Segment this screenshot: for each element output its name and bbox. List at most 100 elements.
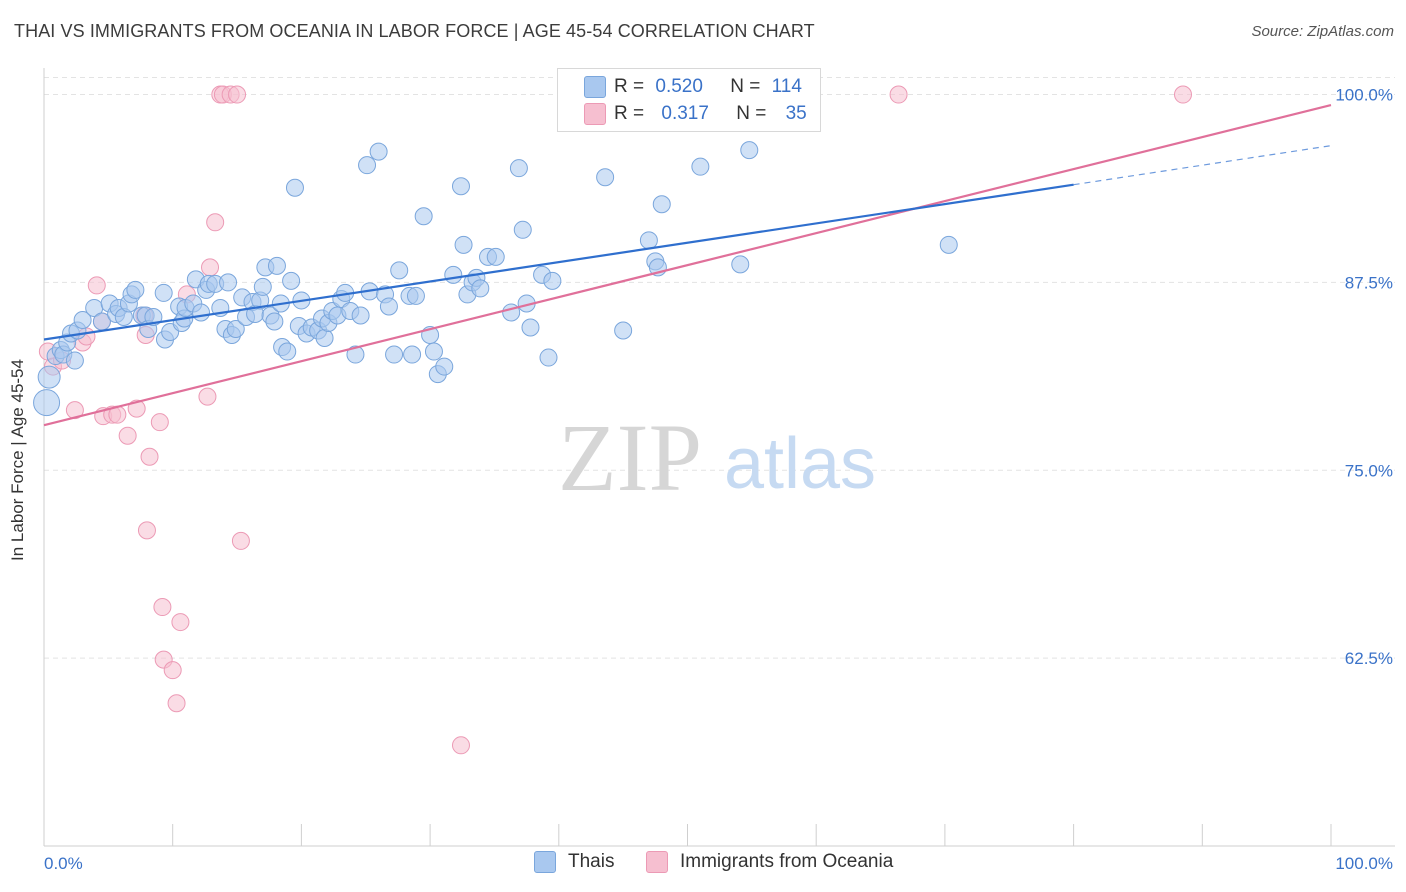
thais-point	[521, 318, 540, 337]
thais-point	[539, 348, 558, 367]
legend-swatch-oceania	[584, 103, 606, 125]
thais-point	[73, 310, 92, 329]
oceania-point	[65, 401, 84, 420]
thais-point	[379, 297, 398, 316]
oceania-point	[228, 85, 247, 104]
thais-point	[192, 303, 211, 322]
oceania-point	[167, 694, 186, 713]
oceania-trend-line	[43, 103, 1332, 427]
oceania-point	[206, 213, 225, 232]
thais-point	[424, 342, 443, 361]
y-tick-label: 100.0%	[1335, 86, 1393, 105]
oceania-point	[163, 661, 182, 680]
legend-r-label: R =	[614, 76, 645, 97]
legend-n-value: 35	[785, 103, 807, 124]
thais-point	[639, 231, 658, 250]
thais-point	[444, 265, 463, 284]
legend-r-value: 0.520	[655, 76, 703, 97]
thais-point	[282, 271, 301, 290]
trend-lines	[43, 103, 1332, 427]
tick-labels: 62.5% 75.0% 87.5% 100.0% 0.0% 100.0%	[44, 86, 1393, 873]
oceania-point	[127, 399, 146, 418]
legend-swatch-oceania	[646, 851, 668, 873]
oceania-point	[451, 736, 470, 755]
thais-point	[390, 261, 409, 280]
thais-point	[126, 280, 145, 299]
thais-point	[219, 273, 238, 292]
oceania-point	[153, 598, 172, 617]
legend-n-label: N =	[730, 76, 761, 97]
watermark-zip: ZIP	[558, 404, 702, 511]
oceania-point	[150, 413, 169, 432]
legend-r-value: 0.317	[661, 103, 709, 124]
thais-point	[403, 345, 422, 364]
thais-point	[154, 283, 173, 302]
thais-trend-extension	[1073, 145, 1332, 186]
thais-point	[65, 351, 84, 370]
legend-n-label: N =	[736, 103, 767, 124]
watermark-atlas: atlas	[724, 424, 876, 504]
thais-point	[614, 321, 633, 340]
oceania-point	[87, 276, 106, 295]
thais-point	[315, 329, 334, 348]
legend-item-oceania: Immigrants from Oceania	[646, 851, 893, 873]
thais-point	[369, 142, 388, 161]
thais-point	[358, 156, 377, 175]
axes	[43, 68, 1395, 847]
thais-point	[226, 319, 245, 338]
thais-point	[435, 357, 454, 376]
thais-point	[253, 277, 272, 296]
thais-point	[265, 312, 284, 331]
y-tick-label: 75.0%	[1345, 461, 1393, 480]
y-tick-label: 87.5%	[1345, 273, 1393, 292]
legend-n-value: 114	[771, 76, 802, 97]
thais-point	[385, 345, 404, 364]
y-tick-label: 62.5%	[1345, 649, 1393, 668]
thais-trend-line	[43, 183, 1074, 341]
thais-point	[731, 255, 750, 274]
thais-point	[652, 195, 671, 214]
thais-point	[414, 207, 433, 226]
thais-point	[691, 157, 710, 176]
oceania-point	[1173, 85, 1192, 104]
thais-point	[285, 178, 304, 197]
thais-point	[939, 235, 958, 254]
thais-point	[267, 256, 286, 275]
x-tick-label: 0.0%	[44, 854, 83, 873]
thais-point	[543, 271, 562, 290]
gridlines	[44, 77, 1395, 659]
thais-point	[740, 141, 759, 160]
legend-label-thais: Thais	[568, 851, 615, 872]
series-thais-points	[33, 85, 958, 417]
oceania-point	[231, 531, 250, 550]
oceania-point	[137, 521, 156, 540]
thais-point	[509, 159, 528, 178]
legend-swatch-thais	[534, 851, 556, 873]
thais-point	[37, 365, 61, 389]
correlation-legend: R = 0.520 N = 114 R = 0.317 N = 35	[557, 68, 821, 132]
thais-point	[513, 220, 532, 239]
oceania-point	[198, 387, 217, 406]
series-legend: Thais Immigrants from Oceania	[0, 851, 1406, 877]
thais-point	[486, 247, 505, 266]
watermark: ZIP atlas	[558, 404, 876, 511]
oceania-point	[140, 447, 159, 466]
thais-point	[278, 342, 297, 361]
thais-point	[33, 389, 61, 417]
thais-point	[454, 235, 473, 254]
thais-point	[351, 306, 370, 325]
legend-swatch-thais	[584, 76, 606, 98]
thais-point	[471, 279, 490, 298]
x-tick-label: 100.0%	[1335, 854, 1393, 873]
thais-point	[144, 307, 163, 326]
legend-item-thais: Thais	[534, 851, 614, 873]
thais-point	[406, 286, 425, 305]
source-credit: Source: ZipAtlas.com	[1251, 23, 1394, 40]
y-axis-label: In Labor Force | Age 45-54	[8, 359, 27, 561]
legend-label-oceania: Immigrants from Oceania	[680, 851, 894, 872]
oceania-point	[171, 613, 190, 632]
chart-title: THAI VS IMMIGRANTS FROM OCEANIA IN LABOR…	[14, 21, 815, 41]
legend-r-label: R =	[614, 103, 645, 124]
thais-point	[451, 177, 470, 196]
